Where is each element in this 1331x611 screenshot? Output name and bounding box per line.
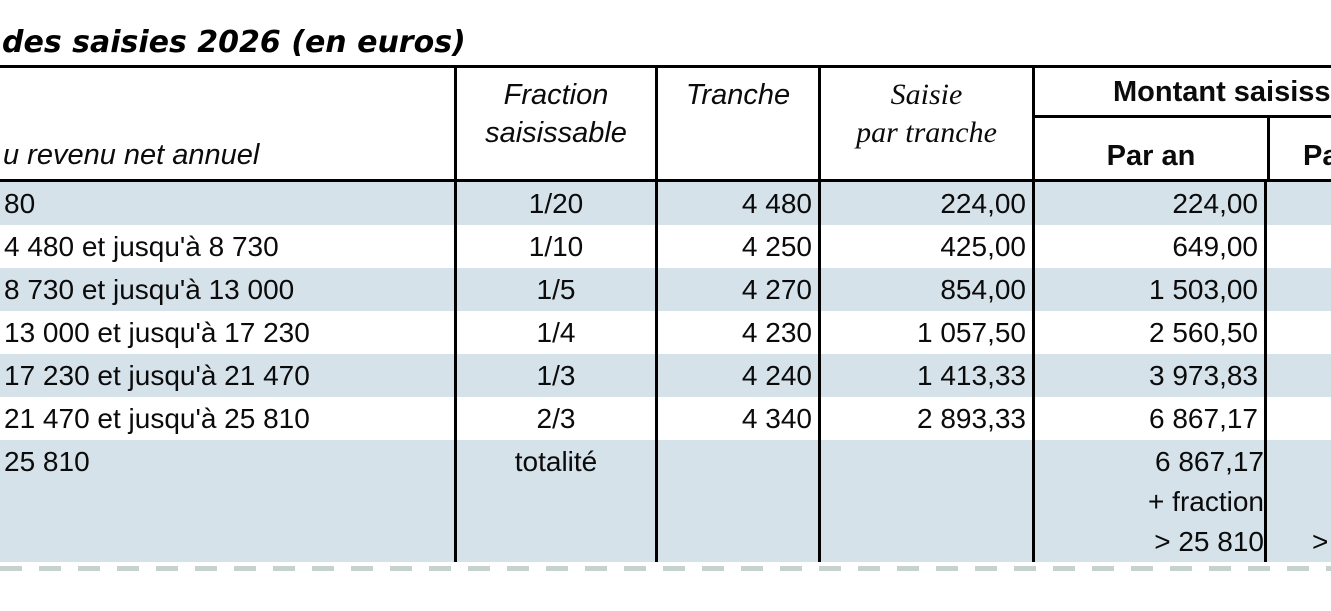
cell-saisie: 2 893,33 (818, 397, 1032, 440)
header-fraction-line1: Fraction (503, 79, 609, 111)
cell-fraction: 1/4 (454, 311, 655, 354)
cell-par-mois (1264, 311, 1331, 354)
par-an-line: 6 867,17 (1155, 446, 1264, 477)
cell-revenu: 17 230 et jusqu'à 21 470 (0, 354, 454, 397)
cell-saisie: 425,00 (818, 225, 1032, 268)
cell-revenu: 80 (0, 182, 454, 225)
cell-tranche: 4 240 (655, 354, 818, 397)
par-an-line: > 25 810 (1154, 526, 1264, 557)
cell-tranche: 4 250 (655, 225, 818, 268)
cell-tranche: 4 340 (655, 397, 818, 440)
cell-saisie: 1 057,50 (818, 311, 1032, 354)
cell-revenu: 21 470 et jusqu'à 25 810 (4, 403, 310, 434)
cell-par-mois (1264, 397, 1331, 440)
header-tranche: Tranche (655, 68, 818, 182)
cell-revenu: 8 730 et jusqu'à 13 000 (0, 268, 454, 311)
cell-fraction: totalité (454, 440, 655, 562)
page-title: des saisies 2026 (en euros) (2, 25, 466, 60)
cell-par-an: 6 867,17 (1032, 397, 1264, 440)
cell-par-an: 649,00 (1032, 225, 1264, 268)
cell-par-mois (1264, 225, 1331, 268)
cell-par-an: 6 867,17 + fraction > 25 810 (1032, 440, 1264, 562)
header-saisie-line2: par tranche (856, 116, 997, 149)
page-break-dashed-line (0, 566, 1331, 571)
cell-revenu: 13 000 et jusqu'à 17 230 (4, 317, 310, 348)
cell-par-an: 224,00 (1032, 182, 1264, 225)
par-an-line: + fraction (1148, 486, 1264, 517)
bareme-table: u revenu net annuel Fraction saisissable… (0, 65, 1331, 562)
cell-par-mois (1264, 268, 1331, 311)
cell-saisie (818, 440, 1032, 562)
cell-par-an: 3 973,83 (1032, 354, 1264, 397)
cell-fraction: 1/20 (454, 182, 655, 225)
cell-fraction: 2/3 (454, 397, 655, 440)
cell-tranche (655, 440, 818, 562)
cell-fraction: 1/3 (454, 354, 655, 397)
cell-revenu: 4 480 et jusqu'à 8 730 (4, 231, 279, 262)
cell-par-an: 2 560,50 (1032, 311, 1264, 354)
cell-fraction: 1/5 (454, 268, 655, 311)
cell-par-mois (1264, 354, 1331, 397)
header-revenu-net-annuel: u revenu net annuel (0, 68, 454, 182)
cell-par-mois: > (1264, 440, 1331, 562)
cell-tranche: 4 480 (655, 182, 818, 225)
cell-tranche: 4 270 (655, 268, 818, 311)
cell-par-an: 1 503,00 (1032, 268, 1264, 311)
cell-saisie: 224,00 (818, 182, 1032, 225)
cell-fraction: 1/10 (454, 225, 655, 268)
header-fraction-saisissable: Fraction saisissable (454, 68, 655, 182)
header-montant-saisissable-group: Montant saisiss Par an Pa (1032, 68, 1331, 182)
cell-par-mois (1264, 182, 1331, 225)
header-par-an: Par an (1035, 118, 1267, 182)
par-mois-partial-text: > (1312, 526, 1329, 557)
header-par-mois: Pa (1267, 118, 1331, 182)
header-montant-saisissable: Montant saisiss (1035, 68, 1331, 118)
cell-tranche: 4 230 (655, 311, 818, 354)
header-fraction-line2: saisissable (485, 117, 627, 149)
cell-revenu: 25 810 (0, 440, 454, 562)
header-saisie-par-tranche: Saisie par tranche (818, 68, 1032, 182)
cell-saisie: 854,00 (818, 268, 1032, 311)
cell-saisie: 1 413,33 (818, 354, 1032, 397)
header-saisie-line1: Saisie (890, 78, 963, 111)
